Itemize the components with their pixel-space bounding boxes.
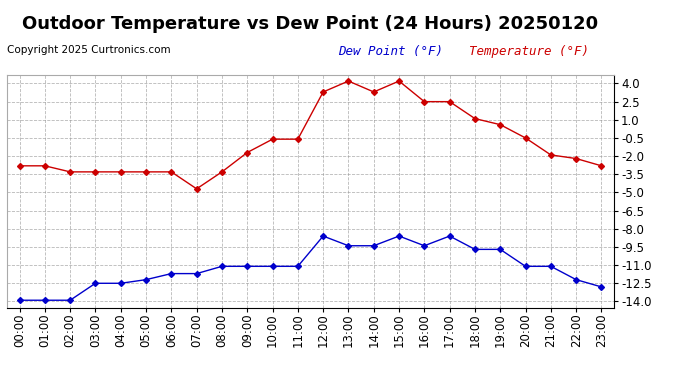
Text: Temperature (°F): Temperature (°F) <box>469 45 589 58</box>
Text: Outdoor Temperature vs Dew Point (24 Hours) 20250120: Outdoor Temperature vs Dew Point (24 Hou… <box>23 15 598 33</box>
Text: Copyright 2025 Curtronics.com: Copyright 2025 Curtronics.com <box>7 45 170 55</box>
Text: Dew Point (°F): Dew Point (°F) <box>338 45 443 58</box>
